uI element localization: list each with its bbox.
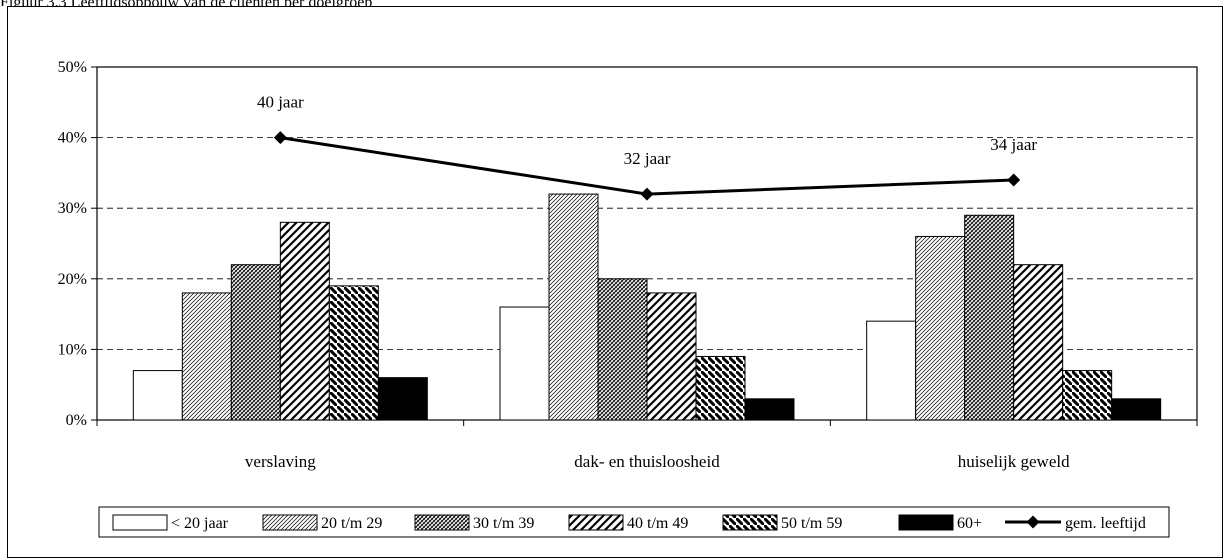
bar (1013, 264, 1064, 421)
bar (964, 214, 1015, 421)
bar (915, 235, 966, 421)
bar (230, 264, 281, 421)
legend-swatch (262, 514, 318, 531)
category-label: dak- en thuisloosheid (574, 452, 720, 471)
legend-swatch (414, 514, 470, 531)
legend-swatch (112, 514, 168, 531)
legend-label: < 20 jaar (171, 515, 229, 532)
bar (181, 292, 232, 421)
y-tick-label: 30% (58, 200, 87, 217)
average-age-marker (1007, 173, 1021, 187)
legend-swatch (568, 514, 624, 531)
bar (695, 355, 746, 421)
average-age-data-label: 34 jaar (990, 135, 1037, 154)
average-age-line (273, 131, 1021, 201)
legend-label: gem. leeftijd (1065, 515, 1146, 532)
bar (499, 306, 550, 421)
average-age-marker (640, 187, 654, 201)
legend-label: 30 t/m 39 (473, 515, 534, 532)
average-age-marker (273, 131, 287, 145)
bar (328, 285, 379, 421)
legend-swatch (722, 514, 778, 531)
bar (132, 370, 183, 421)
chart-svg: 0% 10% 20% 30% 40% 50% verslaving dak- en thuis… (58, 59, 1198, 538)
average-age-data-label: 40 jaar (257, 93, 304, 112)
page-header: Figuur 3.3 Leeftijdsopbouw van de cliënt… (0, 0, 1228, 6)
labels: 0% 10% 20% 30% 40% 50% verslaving dak- en thuis… (58, 59, 1070, 471)
y-tick-label: 0% (66, 412, 87, 429)
legend-label: 40 t/m 49 (627, 515, 688, 532)
legend-swatch-marker (1026, 515, 1040, 529)
legend-label: 50 t/m 59 (781, 515, 842, 532)
bar (377, 377, 428, 421)
legend-label: 60+ (957, 515, 982, 532)
bar (279, 221, 330, 421)
legend-swatch (898, 514, 954, 531)
y-tick-label: 50% (58, 59, 87, 76)
bars (132, 193, 1162, 421)
y-tick-label: 10% (58, 341, 87, 358)
bar (548, 193, 599, 421)
y-tick-label: 40% (58, 130, 87, 147)
legend: < 20 jaar 20 t/m 29 30 t/m 39 40 t/m 49 50 t… (98, 506, 1170, 538)
legend-label: 20 t/m 29 (321, 515, 382, 532)
category-label: verslaving (245, 452, 316, 471)
bar (646, 292, 697, 421)
chart-frame: 0% 10% 20% 30% 40% 50% verslaving dak- en thuis… (7, 6, 1223, 558)
bar (1111, 398, 1162, 421)
bar (744, 398, 795, 421)
y-tick-label: 20% (58, 271, 87, 288)
category-label: huiselijk geweld (958, 452, 1070, 471)
bar (1062, 370, 1113, 421)
average-age-data-label: 32 jaar (624, 149, 671, 168)
bar (866, 320, 917, 421)
bar (597, 278, 648, 421)
